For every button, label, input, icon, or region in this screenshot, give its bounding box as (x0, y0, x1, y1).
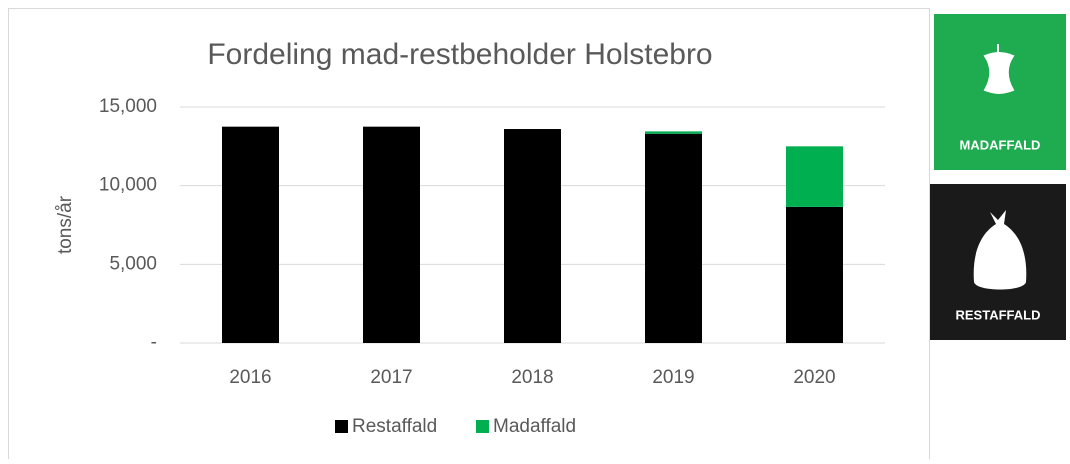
tile: MADAFFALD (934, 14, 1066, 170)
chart-title: Fordeling mad-restbeholder Holstebro (207, 38, 712, 71)
legend-label: Restaffald (352, 416, 437, 437)
bar-segment (222, 126, 279, 344)
bar-segment (786, 146, 843, 207)
x-tick-label: 2018 (511, 367, 553, 388)
y-tick-label: 5,000 (109, 253, 157, 274)
apple-core-icon (983, 44, 1015, 94)
bar-segment (504, 129, 561, 343)
bar-segment (363, 126, 420, 344)
tile: RESTAFFALD (930, 184, 1066, 340)
x-tick-label: 2016 (229, 367, 271, 388)
legend-swatch (335, 420, 348, 433)
tile-label: MADAFFALD (960, 137, 1041, 152)
tile-label: RESTAFFALD (956, 307, 1041, 322)
x-tick-label: 2017 (370, 367, 412, 388)
chart-frame (8, 8, 930, 464)
legend-swatch (476, 420, 489, 433)
bar-segment (786, 206, 843, 343)
bag-icon (973, 210, 1027, 290)
y-tick-label: - (151, 332, 157, 353)
x-tick-label: 2020 (793, 367, 835, 388)
bar-segment (645, 131, 702, 134)
y-axis-label: tons/år (55, 195, 76, 254)
x-tick-label: 2019 (652, 367, 694, 388)
bar-segment (645, 133, 702, 343)
y-tick-label: 15,000 (99, 96, 157, 117)
legend-label: Madaffald (493, 416, 576, 437)
y-tick-label: 10,000 (99, 175, 157, 196)
